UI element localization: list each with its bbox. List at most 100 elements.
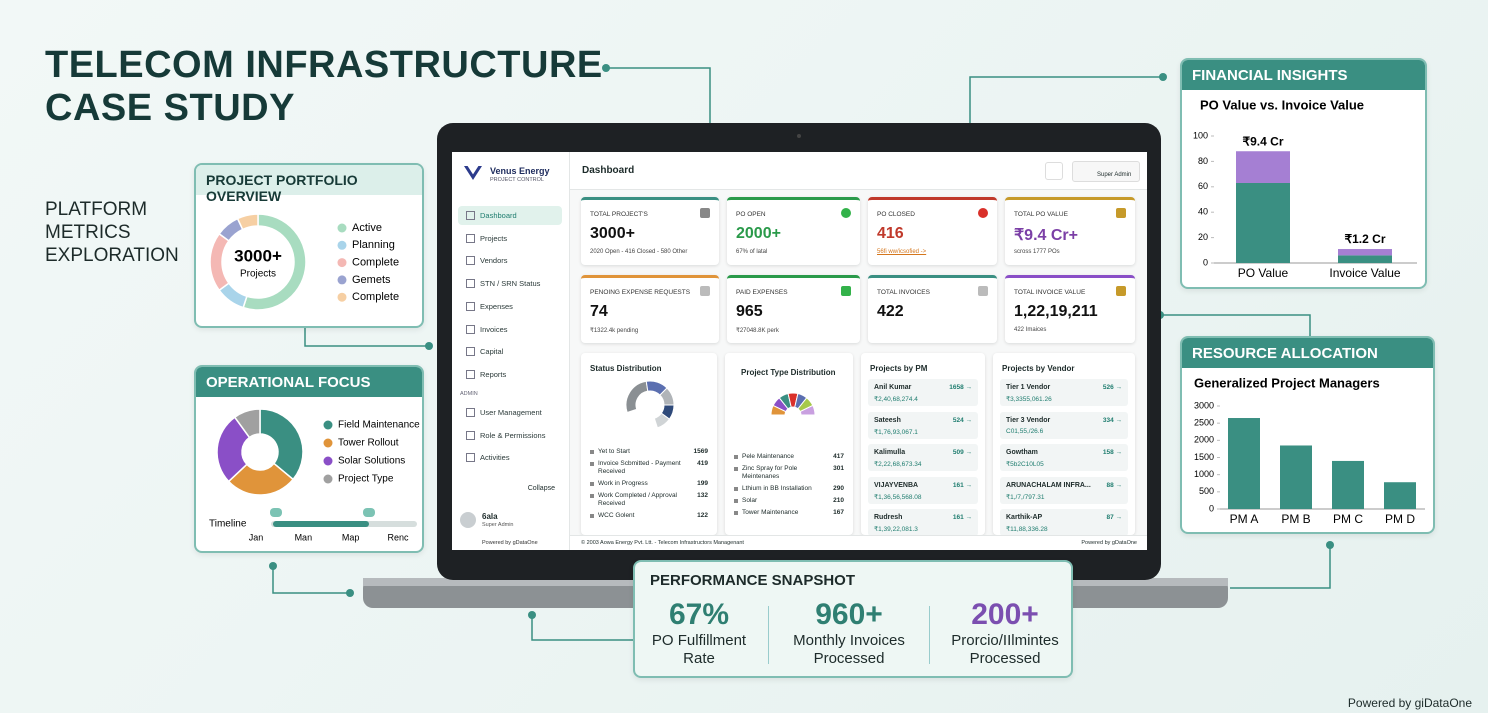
bar — [1236, 151, 1290, 183]
kpi-icon — [978, 208, 988, 218]
item-count: 87 → — [1106, 514, 1122, 521]
x-tick-label: PM B — [1281, 512, 1310, 526]
item-name: Gowtham — [1006, 449, 1038, 456]
chart: Field Maintenance Tower Rollout Solar Solu… — [209, 408, 420, 542]
footer: © 2003 Aowa Energy Pvt. Ltt. - Telecom I… — [570, 535, 1147, 550]
title-line: CASE STUDY — [45, 87, 295, 129]
timeline-tick: Map — [342, 532, 360, 542]
kpi-value: 3000+ — [590, 225, 635, 242]
list-item: Rudresh 161 → ₹1,39,22,081.3 — [868, 509, 978, 535]
bar — [1384, 482, 1416, 509]
divider — [768, 606, 769, 664]
brand-name: Venus Energy — [490, 166, 550, 176]
row-label: WCC Golent — [590, 512, 634, 520]
list-panel: Projects by PM Anil Kumar 1658 → ₹2,40,68,2… — [861, 353, 985, 535]
legend-swatch — [323, 420, 333, 430]
row-value: 167 — [833, 509, 844, 516]
page-title: Dashboard — [582, 165, 635, 176]
item-name: Rudresh — [874, 514, 903, 521]
legend-label: Gemets — [352, 274, 391, 286]
logo — [464, 166, 482, 180]
row-label: Solar — [734, 497, 757, 505]
y-tick-label: 0 — [1203, 257, 1208, 267]
donut-segment — [259, 408, 304, 481]
legend-label: Active — [352, 222, 382, 234]
item-count: 334 → — [1102, 416, 1122, 424]
metric-value: 67% — [668, 598, 730, 631]
row-label: Yet to Start — [590, 448, 630, 456]
row-label: Pele Maintenance — [734, 453, 794, 461]
metric-label: Rate — [683, 650, 715, 667]
list-item: ARUNACHALAM INFRA... 88 → ₹1,/7,/797.31 — [1000, 476, 1128, 504]
list-item: VIJAYVENBA 161 → ₹1,36,56,568.08 — [868, 476, 978, 504]
kpi-label: PENOING EXPENSE REQUESTS — [590, 289, 691, 296]
donut-segment — [209, 232, 230, 292]
chart: PO Value vs. Invoice Value 0 20 40 60 80 100 PO… — [1193, 97, 1417, 280]
chart: Generalized Project Managers 0 500 1000 1500… — [1194, 375, 1425, 526]
list-item: Tier 1 Vendor 526 → ₹3,3355,061.26 — [1000, 379, 1128, 406]
row-label: Zinc Spray for Pole Meintenanes — [734, 465, 829, 481]
subtitle-line: METRICS — [45, 222, 131, 243]
nav-item: Capital — [458, 342, 562, 361]
x-tick-label: PM A — [1230, 512, 1259, 526]
row-label: Lthium in BB Installation — [734, 485, 812, 493]
bar — [1338, 255, 1392, 263]
kpi-label: TOTAL INVOICE VALUE — [1014, 289, 1086, 296]
list-item: Tier 3 Vendor 334 → C01,55,/26.6 — [1000, 411, 1128, 439]
bar — [1332, 460, 1364, 509]
legend-label: Project Type — [338, 474, 394, 485]
row-value: 417 — [833, 453, 844, 460]
donut-segment — [233, 408, 261, 439]
y-tick-label: 100 — [1193, 130, 1208, 140]
ring-segment — [625, 380, 649, 414]
legend-swatch — [323, 474, 333, 484]
panel-title: FINANCIAL INSIGHTS — [1182, 60, 1425, 90]
kpi-card: PO CLOSED 416 56fi ww/icsofied -> — [868, 197, 997, 265]
item-amount: ₹1,39,22,081.3 — [874, 526, 918, 533]
list-row: Solar 210 — [734, 497, 844, 505]
legend-swatch — [323, 438, 333, 448]
panel-title: Projects by Vendor — [1002, 364, 1075, 373]
list: Pele Maintenance 417 Zinc Spray for Pole M… — [734, 453, 844, 521]
kpi-value: 416 — [877, 225, 904, 242]
bar — [1236, 182, 1290, 263]
performance-panel: PERFORMANCE SNAPSHOT 67% PO Fulfillment Ra… — [633, 560, 1073, 678]
item-count: 88 → — [1106, 481, 1122, 489]
item-name: Sateesh — [874, 416, 901, 424]
item-count: 524 → — [952, 416, 972, 424]
y-tick-label: 2000 — [1194, 435, 1214, 445]
panel-title: PROJECT PORTFOLIO OVERVIEW — [196, 165, 422, 204]
x-tick-label: PM C — [1333, 512, 1363, 526]
kpi-label: TOTAL PO VALUE — [1014, 211, 1068, 218]
kpi-label: PAID EXPENSES — [736, 289, 788, 296]
annotation: ₹9.4 Cr — [1243, 134, 1284, 148]
legend-swatch — [337, 240, 347, 250]
kpi-icon — [1116, 286, 1126, 296]
item-count: 161 → — [952, 514, 972, 521]
y-tick-label: 1000 — [1194, 469, 1214, 479]
row-value: 210 — [833, 497, 844, 504]
y-tick-label: 2500 — [1194, 418, 1214, 428]
kpi-value: 422 — [877, 303, 904, 320]
list-item: Gowtham 158 → ₹5b2C10L05 — [1000, 444, 1128, 471]
nav-item: Role & Permissions — [458, 426, 562, 445]
divider — [929, 606, 930, 664]
donut-segment — [236, 213, 259, 231]
row-label: Tower Maintenance — [734, 509, 798, 517]
nav-item: Projects — [458, 229, 562, 248]
annotation: ₹1.2 Cr — [1345, 232, 1386, 246]
panel-title: Project Type Distribution — [741, 368, 836, 377]
donut-segment — [216, 416, 251, 483]
item-amount: ₹1,/7,/797.31 — [1006, 493, 1045, 501]
metric-value: 200+ — [971, 598, 1039, 631]
kpi-label: PO OPEN — [736, 211, 766, 218]
row-value: 132 — [697, 492, 708, 499]
list-item: Karthik-AP 87 → ₹11,88,336.28 — [1000, 509, 1128, 535]
panel-title: RESOURCE ALLOCATION — [1182, 338, 1433, 368]
legend-swatch — [323, 456, 333, 466]
y-tick-label: 20 — [1198, 232, 1208, 242]
item-count: 1658 → — [949, 384, 972, 391]
subtitle: PLATFORM METRICS EXPLORATION — [45, 198, 179, 267]
x-tick-label: PM D — [1385, 512, 1415, 526]
item-amount: C01,55,/26.6 — [1006, 427, 1044, 435]
